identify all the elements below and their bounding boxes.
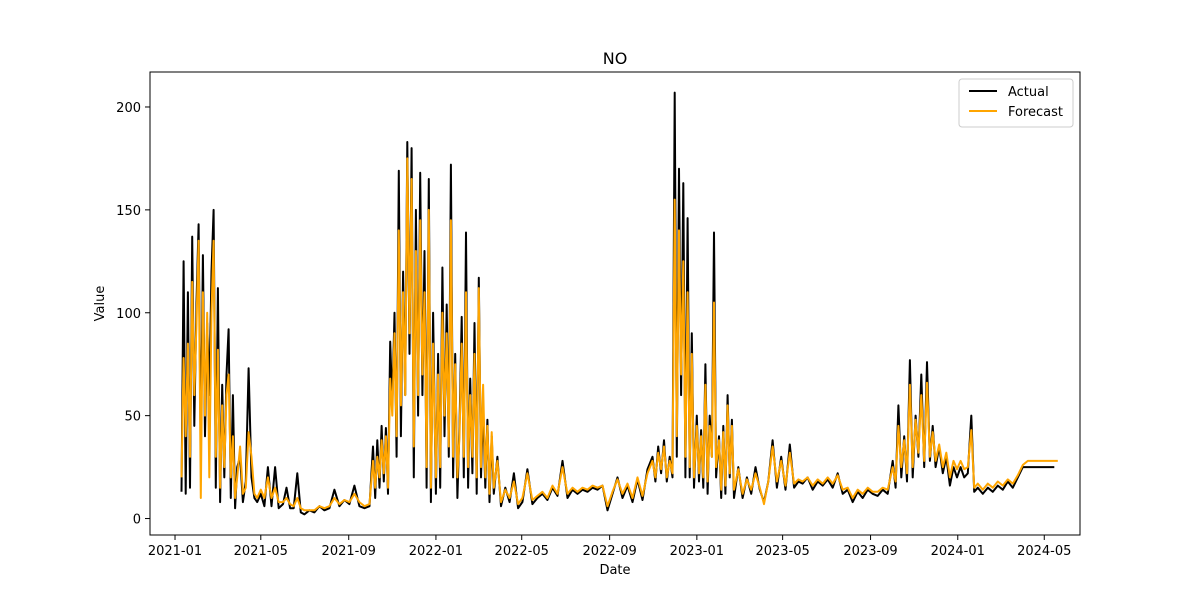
x-tick-label: 2023-09 <box>843 544 897 559</box>
y-axis-label: Value <box>93 286 108 322</box>
x-tick-label: 2021-05 <box>234 544 288 559</box>
plot-frame <box>149 71 1081 536</box>
x-tick-label: 2024-05 <box>1017 544 1071 559</box>
y-tick-label: 0 <box>133 513 141 528</box>
series-line-forecast <box>180 157 1058 512</box>
x-tick-label: 2021-09 <box>322 544 376 559</box>
legend-label-forecast: Forecast <box>1008 105 1063 120</box>
y-axis: 0 50 100 150 200 <box>116 101 150 528</box>
x-tick-label: 2021-01 <box>148 544 202 559</box>
x-axis-label: Date <box>599 563 630 578</box>
x-tick-label: 2022-05 <box>495 544 549 559</box>
y-tick-label: 200 <box>116 101 141 116</box>
x-axis: 2021-01 2021-05 2021-09 2022-01 2022-05 2022-… <box>148 535 1071 559</box>
x-tick-label: 2022-09 <box>582 544 636 559</box>
y-tick-label: 100 <box>116 307 141 322</box>
x-tick-label: 2023-01 <box>670 544 724 559</box>
legend-label-actual: Actual <box>1008 85 1049 100</box>
plot-area <box>180 91 1058 516</box>
y-tick-label: 50 <box>124 410 141 425</box>
x-tick-label: 2024-01 <box>931 544 985 559</box>
x-tick-label: 2022-01 <box>409 544 463 559</box>
y-tick-label: 150 <box>116 204 141 219</box>
chart-title: NO <box>603 49 628 68</box>
legend: Actual Forecast <box>958 78 1074 128</box>
x-tick-label: 2023-05 <box>755 544 809 559</box>
